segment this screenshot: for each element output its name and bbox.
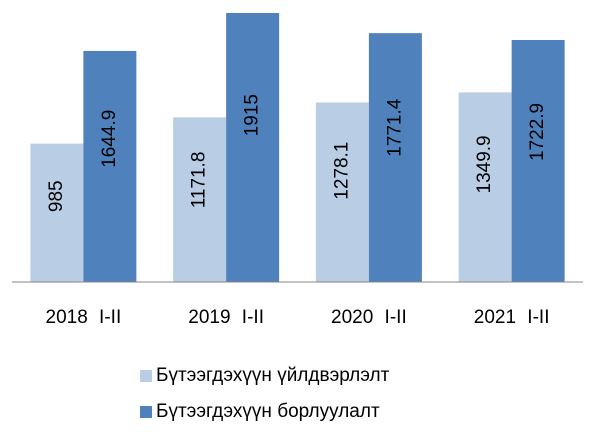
x-tick-label: 2021 I-II xyxy=(474,307,550,328)
bar xyxy=(173,117,227,283)
data-label: 985 xyxy=(46,180,67,212)
x-tick-label: 2020 I-II xyxy=(331,307,407,328)
data-label: 1644.9 xyxy=(99,110,120,168)
data-label: 1915 xyxy=(242,94,263,136)
data-label: 1771.4 xyxy=(384,98,405,157)
bar xyxy=(511,39,565,282)
x-tick-label: 2018 I-II xyxy=(46,307,122,328)
legend-label: Бүтээгдэхүүн борлуулалт xyxy=(156,401,380,422)
legend-swatch xyxy=(140,406,152,418)
bar xyxy=(315,102,369,282)
legend-swatch xyxy=(140,370,152,382)
x-tick-label: 2019 I-II xyxy=(188,307,264,328)
data-label: 1278.1 xyxy=(331,142,352,200)
data-label: 1171.8 xyxy=(189,152,210,209)
bar xyxy=(83,50,137,282)
bar xyxy=(458,92,512,283)
data-label: 1722.9 xyxy=(527,103,548,161)
legend-label: Бүтээгдэхүүн үйлдвэрлэлт xyxy=(156,365,390,386)
bar xyxy=(226,13,280,282)
data-label: 1349.9 xyxy=(474,135,495,193)
bar xyxy=(368,33,422,282)
bar xyxy=(30,143,84,282)
